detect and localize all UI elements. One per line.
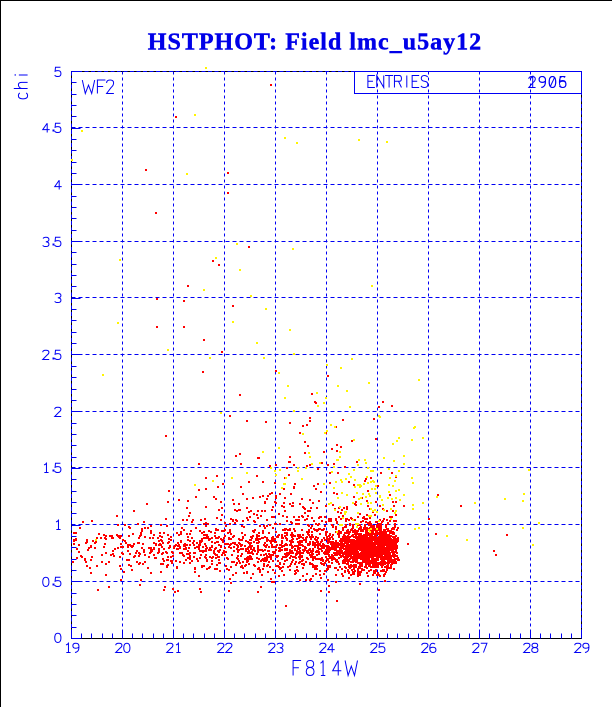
svg-text:HSTPHOT: Field lmc_u5ay12: HSTPHOT: Field lmc_u5ay12 bbox=[148, 30, 482, 56]
